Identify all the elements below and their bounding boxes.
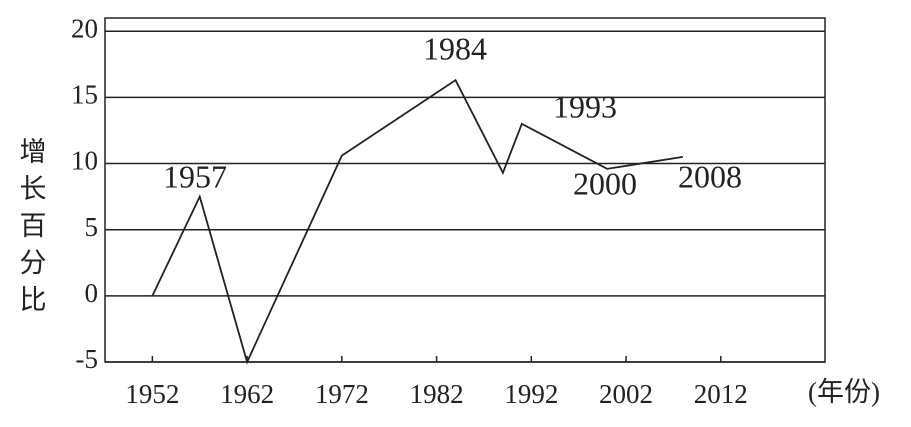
x-tick-label: 1952 xyxy=(125,379,179,409)
annotation: 2008 xyxy=(678,158,742,194)
x-tick-label: 1972 xyxy=(315,379,369,409)
y-tick-label: 20 xyxy=(71,13,98,43)
y-tick-label: 0 xyxy=(85,278,99,308)
x-tick-label: 1962 xyxy=(220,379,274,409)
annotation: 1957 xyxy=(163,158,227,194)
y-tick-label: 10 xyxy=(71,146,98,176)
x-tick-label: 2002 xyxy=(599,379,653,409)
x-axis-label: (年份) xyxy=(808,377,880,407)
y-tick-label: 5 xyxy=(85,212,99,242)
annotation: 2000 xyxy=(573,165,637,201)
y-axis-label: 增长百分比 xyxy=(20,137,47,315)
x-tick-label: 2012 xyxy=(694,379,748,409)
annotation: 1984 xyxy=(423,30,487,66)
y-tick-label: 15 xyxy=(71,80,98,110)
x-tick-label: 1992 xyxy=(504,379,558,409)
data-line xyxy=(151,78,684,365)
annotation: 1993 xyxy=(553,88,617,124)
x-tick-label: 1982 xyxy=(410,379,464,409)
y-tick-label: -5 xyxy=(76,344,99,374)
